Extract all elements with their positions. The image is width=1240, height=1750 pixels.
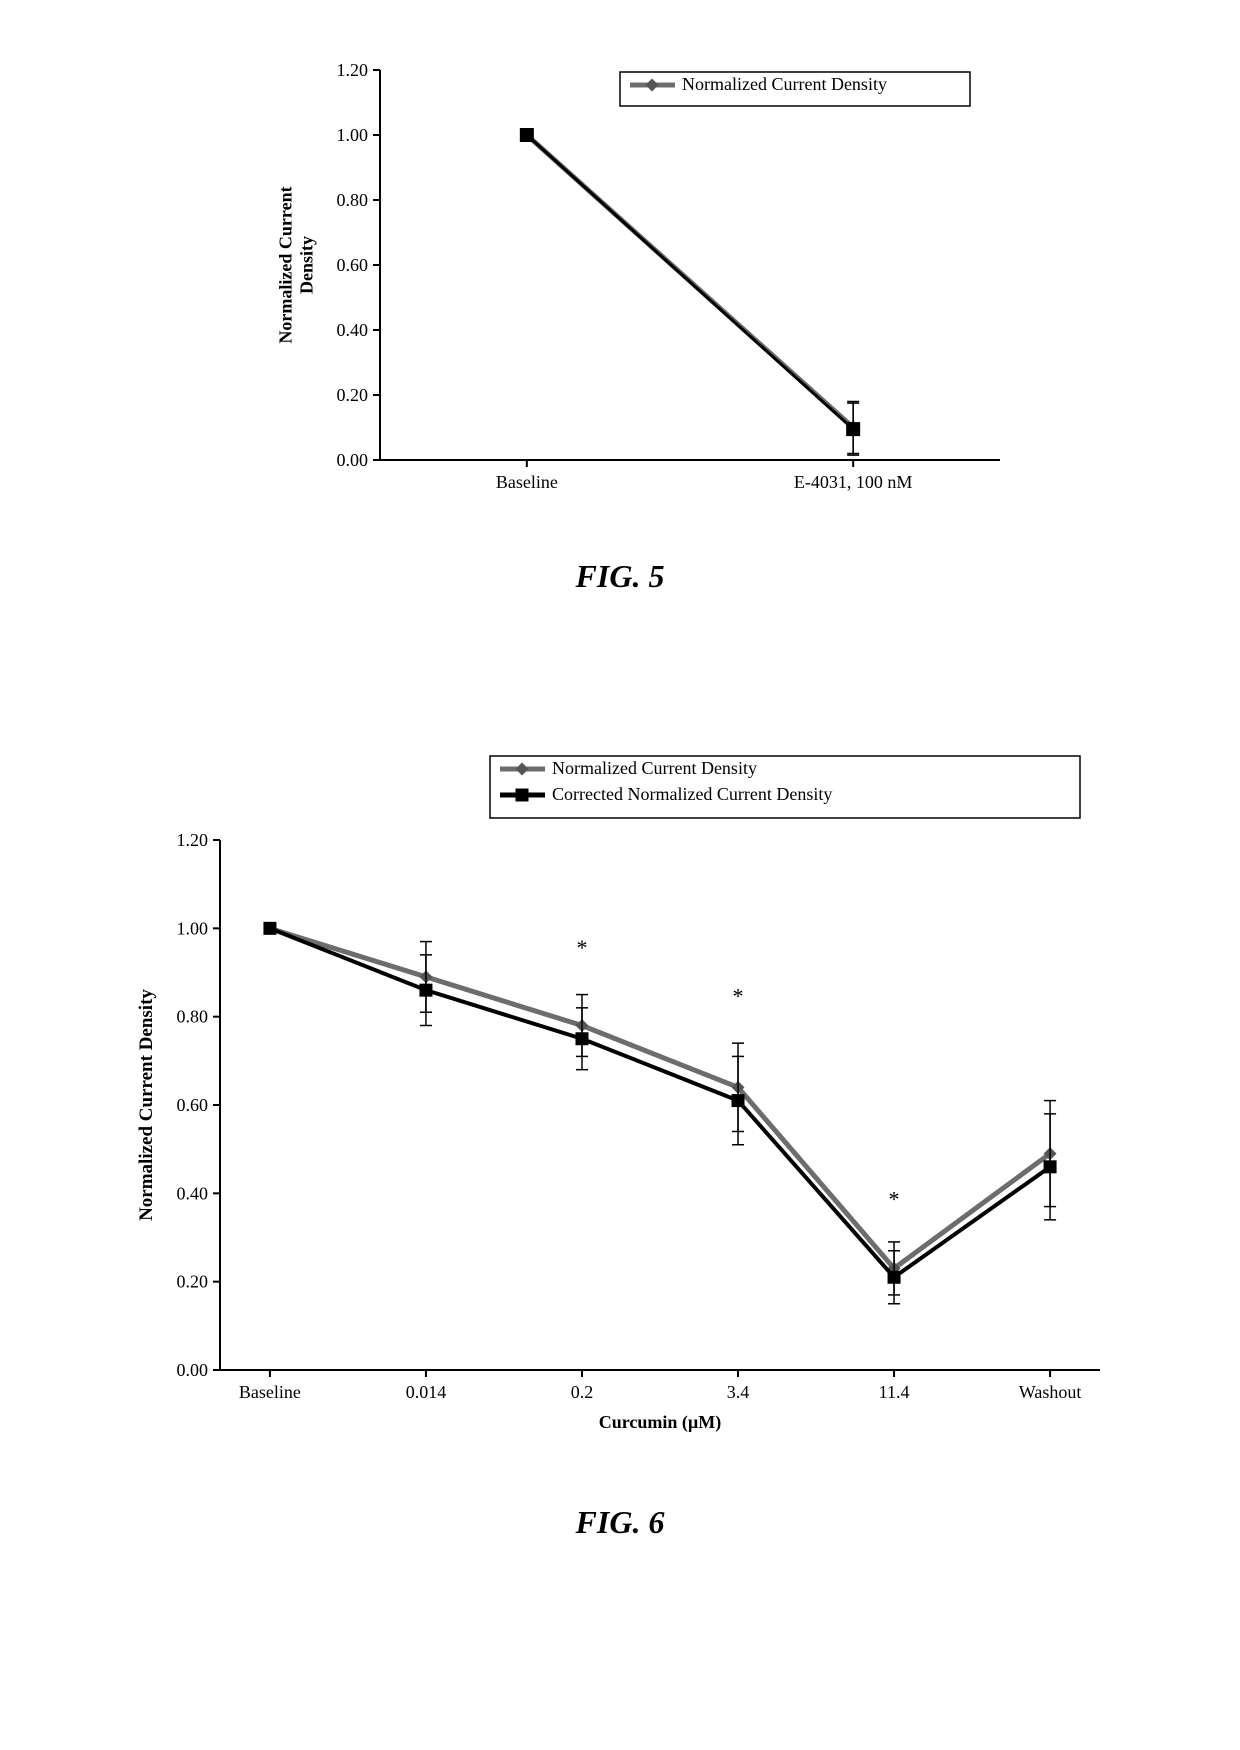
svg-text:Washout: Washout <box>1019 1382 1082 1402</box>
fig5-caption: FIG. 5 <box>0 558 1240 595</box>
svg-text:Baseline: Baseline <box>239 1382 301 1402</box>
svg-text:1.00: 1.00 <box>177 918 209 938</box>
fig6-caption: FIG. 6 <box>0 1504 1240 1541</box>
svg-text:1.00: 1.00 <box>337 125 369 145</box>
svg-text:Baseline: Baseline <box>496 472 558 492</box>
svg-text:*: * <box>576 935 587 960</box>
svg-text:Density: Density <box>297 236 317 294</box>
svg-text:0.80: 0.80 <box>177 1007 209 1027</box>
svg-text:1.20: 1.20 <box>177 830 209 850</box>
svg-text:0.20: 0.20 <box>337 385 369 405</box>
svg-text:Curcumin (µM): Curcumin (µM) <box>599 1412 722 1433</box>
svg-text:0.20: 0.20 <box>177 1272 209 1292</box>
svg-text:11.4: 11.4 <box>879 1382 910 1402</box>
svg-text:0.40: 0.40 <box>337 320 369 340</box>
svg-text:0.60: 0.60 <box>337 255 369 275</box>
svg-text:Normalized Current Density: Normalized Current Density <box>682 74 887 94</box>
svg-text:0.00: 0.00 <box>177 1360 209 1380</box>
svg-text:0.80: 0.80 <box>337 190 369 210</box>
svg-text:0.40: 0.40 <box>177 1183 209 1203</box>
fig6-container: 0.00 0.20 0.40 0.60 0.80 1.00 1.20 Baseline 0.01… <box>0 720 1240 1541</box>
svg-text:Normalized Current: Normalized Current <box>276 186 296 343</box>
svg-text:Normalized Current Density: Normalized Current Density <box>136 989 157 1221</box>
svg-text:1.20: 1.20 <box>337 60 369 80</box>
svg-text:0.2: 0.2 <box>571 1382 594 1402</box>
svg-text:Normalized Current Density: Normalized Current Density <box>552 758 757 778</box>
svg-text:*: * <box>733 983 744 1008</box>
fig5-container: 0.00 0.20 0.40 0.60 0.80 1.00 1.20 Baseline E-40… <box>0 10 1240 595</box>
svg-text:0.014: 0.014 <box>406 1382 447 1402</box>
svg-text:Corrected Normalized Current D: Corrected Normalized Current Density <box>552 784 832 804</box>
fig5-chart: 0.00 0.20 0.40 0.60 0.80 1.00 1.20 Baseline E-40… <box>120 10 1120 550</box>
fig6-chart: 0.00 0.20 0.40 0.60 0.80 1.00 1.20 Baseline 0.01… <box>20 720 1220 1500</box>
svg-text:0.00: 0.00 <box>337 450 369 470</box>
svg-text:*: * <box>889 1187 900 1212</box>
svg-text:E-4031, 100 nM: E-4031, 100 nM <box>794 472 913 492</box>
svg-text:3.4: 3.4 <box>727 1382 750 1402</box>
svg-text:0.60: 0.60 <box>177 1095 209 1115</box>
page-root: 0.00 0.20 0.40 0.60 0.80 1.00 1.20 Baseline E-40… <box>0 0 1240 1750</box>
